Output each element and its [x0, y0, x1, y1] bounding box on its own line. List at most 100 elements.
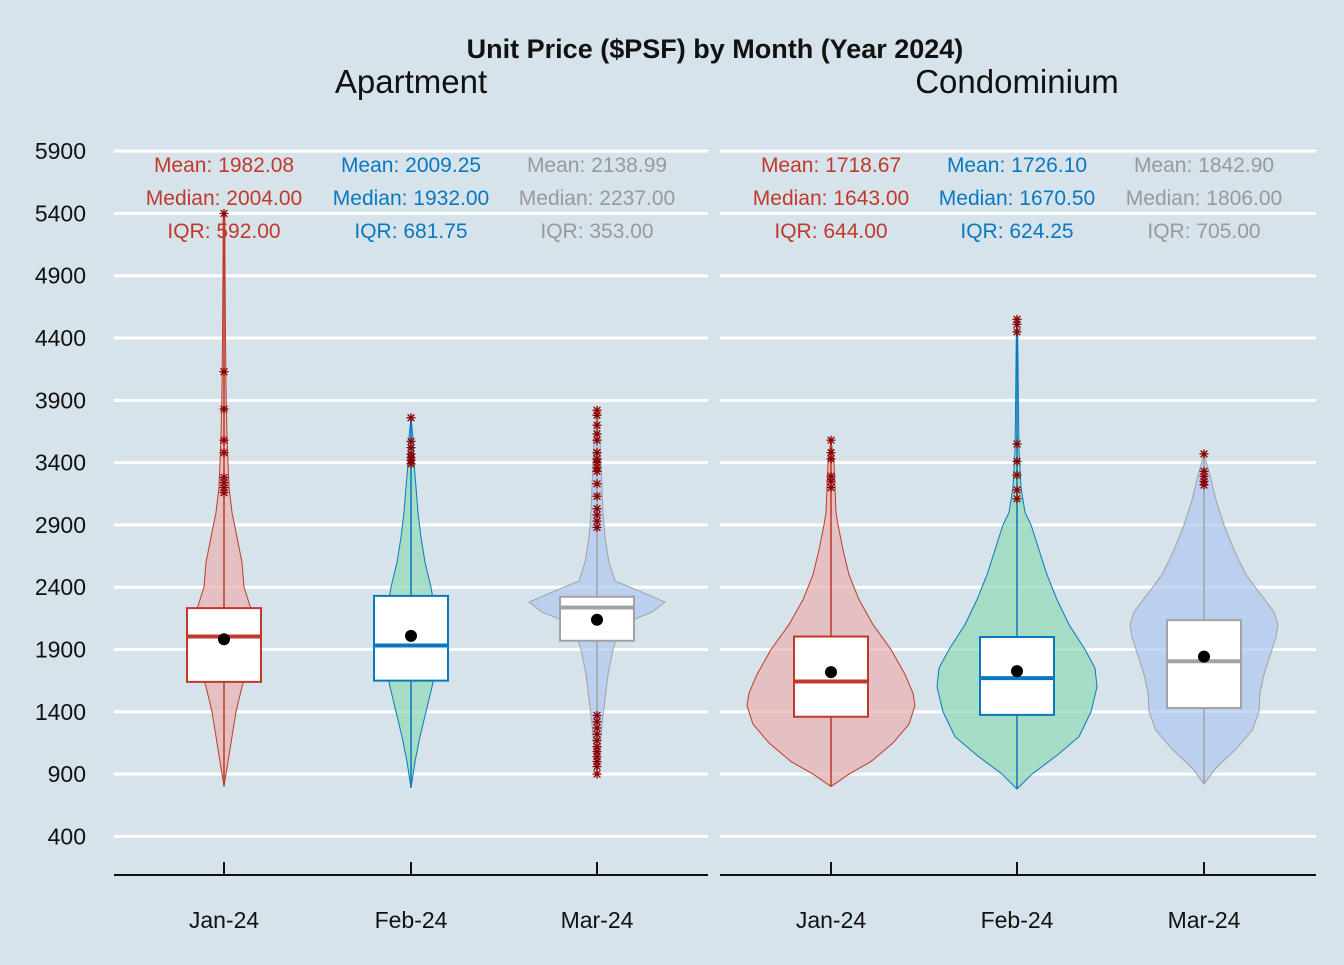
x-tick-label: Feb-24: [981, 907, 1054, 933]
outlier-stroke: [407, 413, 415, 422]
mean-point: [405, 629, 417, 642]
outlier-point: [592, 429, 602, 439]
outlier-stroke: [220, 367, 228, 376]
outlier-stroke: [407, 437, 415, 446]
outlier-point: [592, 454, 602, 464]
outlier-point: [1012, 314, 1022, 324]
violin-group-jan-24: Mean: 1718.67 Median: 1643.00 IQR: 644.00 J…: [746, 154, 916, 933]
median-label: Median: 1643.00: [753, 187, 909, 210]
outlier-point: [826, 435, 836, 445]
median-label: Median: 1806.00: [1126, 187, 1282, 210]
outlier-stroke: [593, 479, 601, 488]
outlier-stroke: [1200, 467, 1208, 476]
median-label: Median: 1670.50: [939, 187, 1095, 210]
x-tick-label: Jan-24: [796, 907, 867, 933]
violin-group-feb-24: Mean: 2009.25 Median: 1932.00 IQR: 681.75 F…: [333, 154, 489, 933]
outlier-stroke: [593, 448, 601, 457]
outlier-stroke: [593, 770, 601, 778]
panel-title: Apartment: [335, 63, 487, 100]
outlier-stroke: [827, 448, 835, 457]
outlier-stroke: [827, 472, 835, 481]
outlier-stroke: [593, 430, 601, 438]
iqr-box: [1166, 619, 1242, 710]
outlier-stroke: [593, 421, 601, 430]
outlier-stroke: [407, 450, 415, 458]
outlier-stroke: [593, 523, 601, 532]
gridlines: [114, 149, 1316, 838]
outlier-stroke: [1200, 450, 1208, 458]
chart-title: Unit Price ($PSF) by Month (Year 2024): [467, 34, 964, 64]
outlier-stroke: [593, 436, 601, 445]
outlier-stroke: [1013, 494, 1021, 503]
iqr-label: IQR: 681.75: [354, 220, 467, 243]
mean-label: Mean: 2138.99: [527, 154, 667, 177]
outlier-stroke: [220, 448, 228, 457]
outlier-stroke: [827, 455, 835, 463]
iqr-label: IQR: 592.00: [167, 220, 280, 243]
outlier-point: [1012, 470, 1022, 480]
outlier-stroke: [1013, 471, 1021, 479]
outlier-stroke: [593, 742, 601, 751]
outlier-stroke: [593, 730, 601, 739]
outlier-point: [826, 471, 836, 481]
iqr-label: IQR: 353.00: [540, 220, 653, 243]
outlier-point: [1199, 449, 1209, 459]
x-tick-label: Feb-24: [375, 907, 448, 933]
outlier-point: [406, 443, 416, 453]
median-label: Median: 2237.00: [519, 187, 675, 210]
outlier-stroke: [593, 517, 601, 525]
y-tick-label: 4900: [35, 263, 86, 289]
outlier-point: [592, 711, 602, 721]
panel-apartment: Apartment Mean: 1982.08 Median: 2004.00 IQR…: [114, 63, 708, 933]
outlier-stroke: [827, 483, 835, 492]
violin-group-jan-24: Mean: 1982.08 Median: 2004.00 IQR: 592.00 J…: [146, 154, 302, 933]
outlier-point: [219, 404, 229, 414]
outlier-stroke: [220, 209, 228, 218]
mean-point: [218, 633, 230, 646]
iqr-label: IQR: 705.00: [1147, 220, 1260, 243]
y-tick-label: 900: [48, 761, 86, 787]
outlier-point: [406, 413, 416, 423]
outlier-point: [826, 448, 836, 458]
panel-condominium: Condominium Mean: 1718.67 Median: 1643.00 I…: [720, 63, 1316, 933]
outlier-point: [406, 436, 416, 446]
outlier-point: [592, 479, 602, 489]
mean-label: Mean: 1842.90: [1134, 154, 1274, 177]
x-tick-label: Mar-24: [561, 907, 634, 933]
outlier-stroke: [593, 724, 601, 732]
outlier-stroke: [220, 436, 228, 445]
outlier-point: [1012, 439, 1022, 449]
outlier-point: [592, 491, 602, 501]
outlier-stroke: [220, 473, 228, 482]
outlier-stroke: [593, 455, 601, 463]
outlier-point: [826, 483, 836, 493]
outlier-point: [219, 367, 229, 377]
y-tick-label: 3900: [35, 387, 86, 413]
outlier-point: [219, 473, 229, 483]
iqr-box: [979, 636, 1055, 716]
y-tick-label: 5400: [35, 200, 86, 226]
outlier-point: [219, 208, 229, 218]
outlier-stroke: [220, 405, 228, 413]
outlier-stroke: [593, 406, 601, 415]
mean-label: Mean: 2009.25: [341, 154, 481, 177]
y-tick-label: 2400: [35, 574, 86, 600]
outlier-point: [1012, 327, 1022, 337]
outlier-stroke: [593, 504, 601, 513]
mean-point: [1011, 665, 1023, 678]
outlier-point: [1199, 466, 1209, 476]
outlier-stroke: [407, 443, 415, 452]
outlier-point: [219, 448, 229, 458]
outlier-point: [592, 420, 602, 430]
mean-label: Mean: 1718.67: [761, 154, 901, 177]
outlier-point: [1012, 456, 1022, 466]
outlier-stroke: [1013, 327, 1021, 336]
outlier-point: [1012, 485, 1022, 495]
mean-label: Mean: 1726.10: [947, 154, 1087, 177]
mean-point: [825, 666, 837, 679]
outlier-point: [592, 769, 602, 779]
mean-label: Mean: 1982.08: [154, 154, 294, 177]
outlier-stroke: [1013, 440, 1021, 448]
